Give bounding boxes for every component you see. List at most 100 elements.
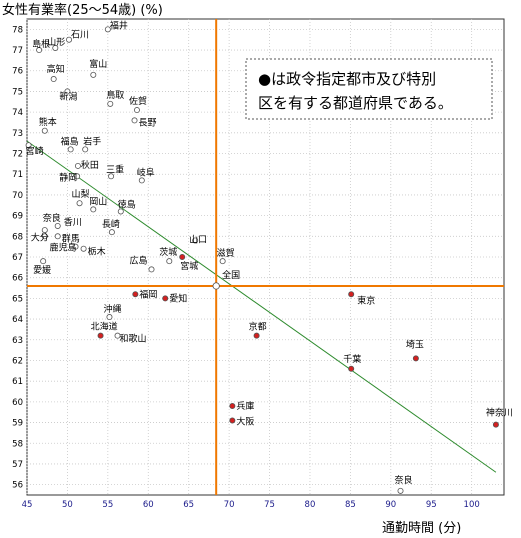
x-tick-label: 45 xyxy=(22,500,33,510)
data-point xyxy=(133,107,140,114)
y-tick-label: 58 xyxy=(12,439,23,449)
data-point xyxy=(412,355,419,362)
data-label: 兵庫 xyxy=(236,400,254,412)
y-tick-label: 76 xyxy=(12,67,23,77)
data-label: 奈良 xyxy=(43,212,61,224)
trend-line xyxy=(26,140,497,473)
gridlines xyxy=(26,19,504,495)
data-point xyxy=(41,233,48,240)
data-label: 東京 xyxy=(357,294,375,306)
data-point xyxy=(74,173,81,180)
data-point xyxy=(67,146,74,153)
x-tick-label: 65 xyxy=(183,500,194,510)
data-label: 福井 xyxy=(110,19,128,31)
data-label: 北海道 xyxy=(91,321,118,333)
data-point xyxy=(253,332,260,339)
data-label: 宮城 xyxy=(180,260,198,272)
data-label: 広島 xyxy=(130,254,148,266)
x-axis-label: 通勤時間 (分) xyxy=(382,521,461,536)
data-label: 沖縄 xyxy=(103,303,121,315)
data-point xyxy=(25,142,32,149)
y-tick-label: 62 xyxy=(12,356,23,366)
data-point xyxy=(40,258,47,265)
data-label: 福岡 xyxy=(139,288,157,300)
legend-note-line-2: 区を有する都道府県である。 xyxy=(258,94,453,112)
data-label: 奈良 xyxy=(395,474,413,486)
y-tick-label: 75 xyxy=(12,87,23,97)
x-tick-label: 100 xyxy=(464,500,480,510)
x-tick-label: 90 xyxy=(385,500,396,510)
data-label: 徳島 xyxy=(118,198,136,210)
data-label: 山形 xyxy=(47,36,65,48)
data-label: 宮崎 xyxy=(26,145,44,157)
x-tick-label: 80 xyxy=(305,500,316,510)
x-tick-label: 50 xyxy=(62,500,73,510)
y-tick-label: 59 xyxy=(12,419,23,429)
y-tick-label: 71 xyxy=(12,170,23,180)
data-point xyxy=(50,76,57,83)
data-label: 鹿児島 xyxy=(50,242,77,254)
data-point xyxy=(76,200,83,207)
chart-title: 女性有業率(25～54歳) (%) xyxy=(2,2,163,18)
y-tick-label: 70 xyxy=(12,191,23,201)
data-label: 島根 xyxy=(32,38,50,50)
data-label: 岩手 xyxy=(83,135,101,147)
y-tick-label: 66 xyxy=(12,274,23,284)
data-label: 和歌山 xyxy=(120,333,147,345)
data-point xyxy=(74,162,81,169)
data-point xyxy=(106,314,113,321)
y-tick-label: 57 xyxy=(12,460,23,470)
data-point xyxy=(104,26,111,33)
data-point xyxy=(229,403,236,410)
data-point xyxy=(229,417,236,424)
data-label: 千葉 xyxy=(343,353,361,365)
data-point xyxy=(132,291,139,298)
y-tick-label: 61 xyxy=(12,377,23,387)
data-point xyxy=(82,146,89,153)
data-point xyxy=(108,173,115,180)
legend-note-line-1: ●は政令指定都市及び特別 xyxy=(258,70,436,88)
data-point xyxy=(90,71,97,78)
data-label: 愛知 xyxy=(169,292,187,304)
axis-tick-labels: 56 57 58 59 60 61 62 63 64 65 66 67 68 69 70 71 72 73 74 75… xyxy=(12,25,480,510)
data-point xyxy=(54,222,61,229)
x-tick-label: 55 xyxy=(102,500,113,510)
data-label: 佐賀 xyxy=(129,95,147,107)
data-point xyxy=(192,237,199,244)
data-point xyxy=(212,282,220,290)
data-label: 富山 xyxy=(89,58,107,70)
y-tick-label: 78 xyxy=(12,25,23,35)
data-label: 埼玉 xyxy=(406,338,424,350)
y-tick-label: 72 xyxy=(12,150,23,160)
y-tick-label: 77 xyxy=(12,46,23,56)
y-tick-label: 67 xyxy=(12,253,23,263)
data-label: 高知 xyxy=(47,63,65,75)
data-label: 群馬 xyxy=(62,232,80,244)
data-point xyxy=(90,206,97,213)
legend-note-text-1: は政令指定都市及び特別 xyxy=(271,70,436,88)
x-tick-label: 75 xyxy=(264,500,275,510)
data-point xyxy=(108,229,115,236)
data-point xyxy=(492,421,499,428)
data-label: 山口 xyxy=(189,234,207,245)
data-label: 大阪 xyxy=(236,415,254,427)
data-label: 長野 xyxy=(139,117,157,128)
y-tick-label: 63 xyxy=(12,336,23,346)
data-label: 茨城 xyxy=(159,246,177,258)
x-tick-label: 85 xyxy=(345,500,356,510)
data-label: 愛媛 xyxy=(33,264,51,276)
data-point xyxy=(117,208,124,215)
data-point xyxy=(64,88,71,95)
data-point xyxy=(148,266,155,273)
data-point xyxy=(162,295,169,302)
data-point xyxy=(348,365,355,372)
legend-marker-icon: ● xyxy=(258,70,271,88)
data-label: 新潟 xyxy=(59,90,77,102)
y-tick-label: 64 xyxy=(12,315,23,325)
data-label: 神奈川 xyxy=(486,407,513,419)
data-point xyxy=(66,36,73,43)
data-point xyxy=(41,227,48,234)
data-point xyxy=(72,243,79,250)
data-label: 静岡 xyxy=(59,171,77,183)
y-tick-label: 69 xyxy=(12,212,23,222)
